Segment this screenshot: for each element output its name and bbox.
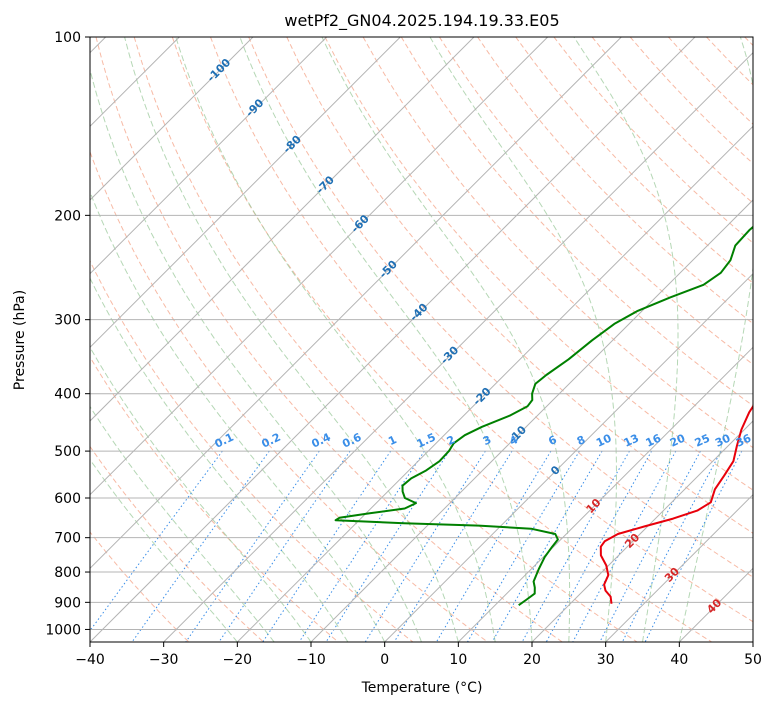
moist-adiabat <box>90 458 238 642</box>
y-tick-label: 900 <box>54 595 81 611</box>
isotherm <box>163 51 753 642</box>
chart-title: wetPf2_GN04.2025.194.19.33.E05 <box>284 11 559 31</box>
moist-adiabat <box>239 37 533 642</box>
y-axis-label: Pressure (hPa) <box>12 290 28 390</box>
dry-adiabat <box>438 37 753 366</box>
mixing-ratio-label: 13 <box>622 432 641 450</box>
y-tick-label: 200 <box>54 208 81 224</box>
isotherm <box>384 272 753 642</box>
moist-adiabat <box>175 37 496 642</box>
mixing-ratio-line <box>644 450 743 642</box>
y-tick-label: 100 <box>54 30 81 46</box>
y-tick-label: 700 <box>54 531 81 547</box>
x-axis: −40 −30 −20 −10 0 10 20 30 40 50 <box>75 642 762 668</box>
isotherm <box>605 493 753 642</box>
mixing-ratio-label: 16 <box>644 431 664 449</box>
mixing-ratio-line <box>298 450 425 642</box>
dry-adiabat <box>362 37 753 449</box>
dry-adiabat <box>210 37 753 623</box>
mixing-ratio-line <box>491 450 603 642</box>
dry-adiabat <box>324 37 753 491</box>
mixing-ratio-line <box>545 450 653 642</box>
isotherm <box>236 125 753 642</box>
x-tick-label: 30 <box>597 652 615 668</box>
mixing-ratio-line <box>599 450 701 642</box>
mixing-ratio-label: 10 <box>594 431 614 449</box>
background-lines <box>90 37 753 642</box>
mixing-ratio-line <box>262 450 392 642</box>
temperature-line <box>599 404 753 604</box>
moist-adiabat <box>90 190 386 642</box>
isotherm <box>90 37 475 422</box>
x-tick-label: −40 <box>75 652 105 668</box>
moist-adiabat <box>90 277 349 642</box>
plot-frame <box>89 36 754 643</box>
y-axis: 100 200 300 400 500 600 700 800 900 1000 <box>45 30 90 638</box>
x-axis-label: Temperature (°C) <box>361 680 483 696</box>
y-tick-label: 800 <box>54 565 81 581</box>
moist-adiabat <box>90 405 275 642</box>
dry-adiabat <box>90 150 488 642</box>
y-tick-label: 400 <box>54 387 81 403</box>
dry-adiabat <box>400 37 753 407</box>
y-tick-label: 300 <box>54 313 81 329</box>
dry-adiabat <box>95 37 563 642</box>
x-tick-label: −20 <box>223 652 253 668</box>
moist-adiabat <box>124 37 459 642</box>
mixing-ratio-label: 20 <box>668 431 688 449</box>
dry-adiabat <box>171 37 712 642</box>
mixing-ratio-line <box>521 450 630 642</box>
mixing-ratio-label: 25 <box>693 432 712 450</box>
mixing-ratio-line <box>621 450 722 642</box>
x-tick-label: 10 <box>449 652 467 668</box>
isotherm <box>90 37 254 201</box>
mixing-ratio-line <box>572 450 677 642</box>
moist-adiabat <box>429 37 617 642</box>
x-tick-label: −10 <box>296 652 326 668</box>
x-tick-label: 20 <box>523 652 541 668</box>
plot-background <box>90 37 753 642</box>
isotherm <box>90 37 401 349</box>
isotherm <box>90 37 549 496</box>
moist-adiabat <box>90 67 422 642</box>
mixing-ratio-line <box>185 450 320 642</box>
x-tick-label: 50 <box>744 652 762 668</box>
isotherm <box>90 37 622 570</box>
y-tick-label: 600 <box>54 491 81 507</box>
x-tick-label: −30 <box>149 652 179 668</box>
y-tick-label: 1000 <box>45 622 81 638</box>
mixing-ratio-line <box>218 450 351 642</box>
dry-adiabat <box>286 37 753 534</box>
isotherm <box>90 37 696 642</box>
moist-adiabat <box>678 37 753 642</box>
dry-adiabat <box>515 37 753 284</box>
x-tick-label: 0 <box>380 652 389 668</box>
dry-adiabat <box>477 37 753 325</box>
dry-adiabat <box>133 37 638 642</box>
sounding-series <box>334 225 753 607</box>
mixing-ratio-line <box>90 450 223 632</box>
isotherm <box>90 37 328 275</box>
dry-adiabat <box>90 356 339 642</box>
moist-adiabat <box>321 37 571 642</box>
dewpoint-line <box>334 225 753 607</box>
isotherm <box>752 641 753 642</box>
dry-adiabat <box>248 37 753 578</box>
isotherm <box>457 346 753 642</box>
y-tick-label: 500 <box>54 444 81 460</box>
pressure-grid <box>90 37 753 630</box>
isotherm <box>310 199 753 642</box>
x-tick-label: 40 <box>670 652 688 668</box>
dry-adiabat <box>90 445 264 642</box>
isotherm <box>531 420 753 642</box>
dry-adiabat <box>90 259 414 642</box>
mixing-ratio-label: 30 <box>713 431 733 449</box>
dry-adiabat <box>90 531 190 642</box>
moist-adiabat <box>90 346 312 642</box>
moist-adiabat <box>573 37 679 642</box>
mixing-ratio-label: 36 <box>734 431 754 449</box>
